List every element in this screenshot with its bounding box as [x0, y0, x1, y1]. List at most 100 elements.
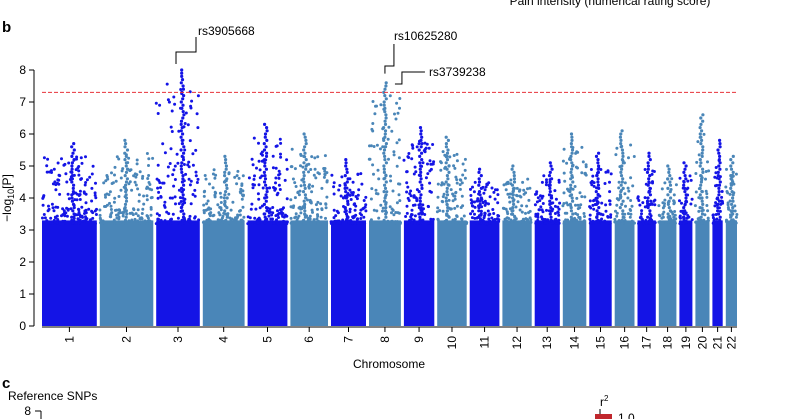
snp-point	[527, 220, 531, 224]
snp-point	[412, 218, 416, 222]
snp-point	[208, 212, 211, 216]
chromosome-21-points	[711, 138, 725, 326]
peak-point	[716, 202, 720, 206]
snp-point	[277, 169, 281, 173]
snp-point	[91, 216, 95, 220]
snp-point	[725, 218, 728, 222]
snp-point	[680, 209, 684, 213]
snp-point	[279, 141, 283, 145]
snp-point	[455, 181, 459, 185]
peak-point	[123, 158, 127, 162]
peak-point	[384, 212, 388, 216]
snp-point	[448, 221, 452, 225]
snp-point	[390, 211, 393, 215]
peak-point	[302, 154, 306, 158]
peak-point	[445, 212, 449, 216]
snp-point	[312, 218, 316, 222]
snp-point	[275, 193, 279, 197]
snp-point	[109, 204, 113, 208]
snp-point	[105, 175, 109, 179]
snp-point	[364, 203, 368, 207]
snp-point	[615, 146, 619, 150]
snp-point	[348, 188, 352, 192]
peak-point	[682, 218, 686, 222]
peak-point	[513, 215, 517, 219]
snp-point	[145, 187, 149, 190]
snp-point	[547, 209, 551, 213]
snp-point	[118, 208, 122, 212]
peak-point	[648, 193, 653, 197]
snp-point	[169, 147, 173, 151]
peak-point	[569, 193, 574, 197]
peak-point	[223, 193, 227, 197]
snp-point	[455, 178, 459, 182]
snp-point	[323, 169, 327, 173]
snp-point	[469, 187, 472, 191]
snp-point	[483, 203, 487, 207]
snp-point	[386, 137, 390, 141]
snp-point	[230, 217, 234, 221]
peak-point	[716, 170, 720, 174]
peak-point	[418, 154, 422, 158]
peak-point	[682, 183, 686, 187]
snp-point	[673, 213, 677, 217]
snp-point	[252, 136, 256, 140]
snp-point	[371, 100, 375, 103]
peak-point	[125, 177, 129, 181]
peak-point	[383, 94, 387, 98]
snp-point	[458, 187, 462, 191]
peak-point	[684, 199, 688, 203]
peak-point	[304, 138, 308, 142]
snp-point	[415, 145, 419, 149]
snp-point	[313, 167, 317, 171]
snp-point	[630, 204, 634, 208]
snp-point	[410, 157, 414, 161]
snp-point	[588, 217, 592, 221]
y-tick-label: 7	[19, 95, 26, 109]
snp-point	[188, 220, 192, 224]
peak-point	[699, 122, 703, 126]
snp-point	[553, 218, 557, 222]
snp-point	[64, 172, 68, 176]
snp-point	[518, 194, 522, 198]
snp-point	[721, 201, 725, 205]
peak-point	[263, 122, 267, 126]
peak-point	[477, 180, 482, 184]
snp-point	[83, 183, 87, 187]
peak-point	[701, 202, 705, 206]
snp-point	[187, 165, 191, 169]
x-tick-label: 7	[342, 336, 356, 343]
peak-point	[384, 142, 388, 146]
peak-point	[716, 209, 720, 213]
peak-point	[302, 180, 306, 184]
snp-point	[325, 180, 329, 184]
snp-point	[690, 197, 694, 201]
peak-point	[180, 209, 184, 213]
snp-point	[367, 157, 371, 161]
snp-point	[117, 211, 121, 215]
snp-point	[98, 213, 102, 217]
peak-point	[419, 145, 423, 149]
snp-point	[673, 210, 677, 213]
peak-point	[303, 193, 307, 197]
peak-point	[265, 126, 269, 130]
snp-point	[91, 211, 95, 215]
snp-point	[490, 186, 494, 190]
snp-point	[49, 169, 53, 173]
snp-point	[283, 221, 287, 225]
peak-point	[384, 206, 388, 210]
snp-point	[671, 221, 675, 225]
snp-point	[122, 222, 125, 226]
snp-point	[678, 199, 681, 203]
y-axis-label-sub: 10	[6, 189, 16, 199]
snp-point	[563, 179, 567, 183]
snp-point	[213, 195, 217, 199]
peak-point	[180, 138, 184, 142]
peak-point	[547, 193, 552, 197]
snp-point	[614, 209, 617, 213]
snp-point	[310, 208, 314, 212]
peak-point	[344, 212, 349, 216]
y-tick-label: 2	[19, 255, 26, 269]
snp-point	[145, 222, 149, 226]
peak-point	[303, 202, 307, 206]
